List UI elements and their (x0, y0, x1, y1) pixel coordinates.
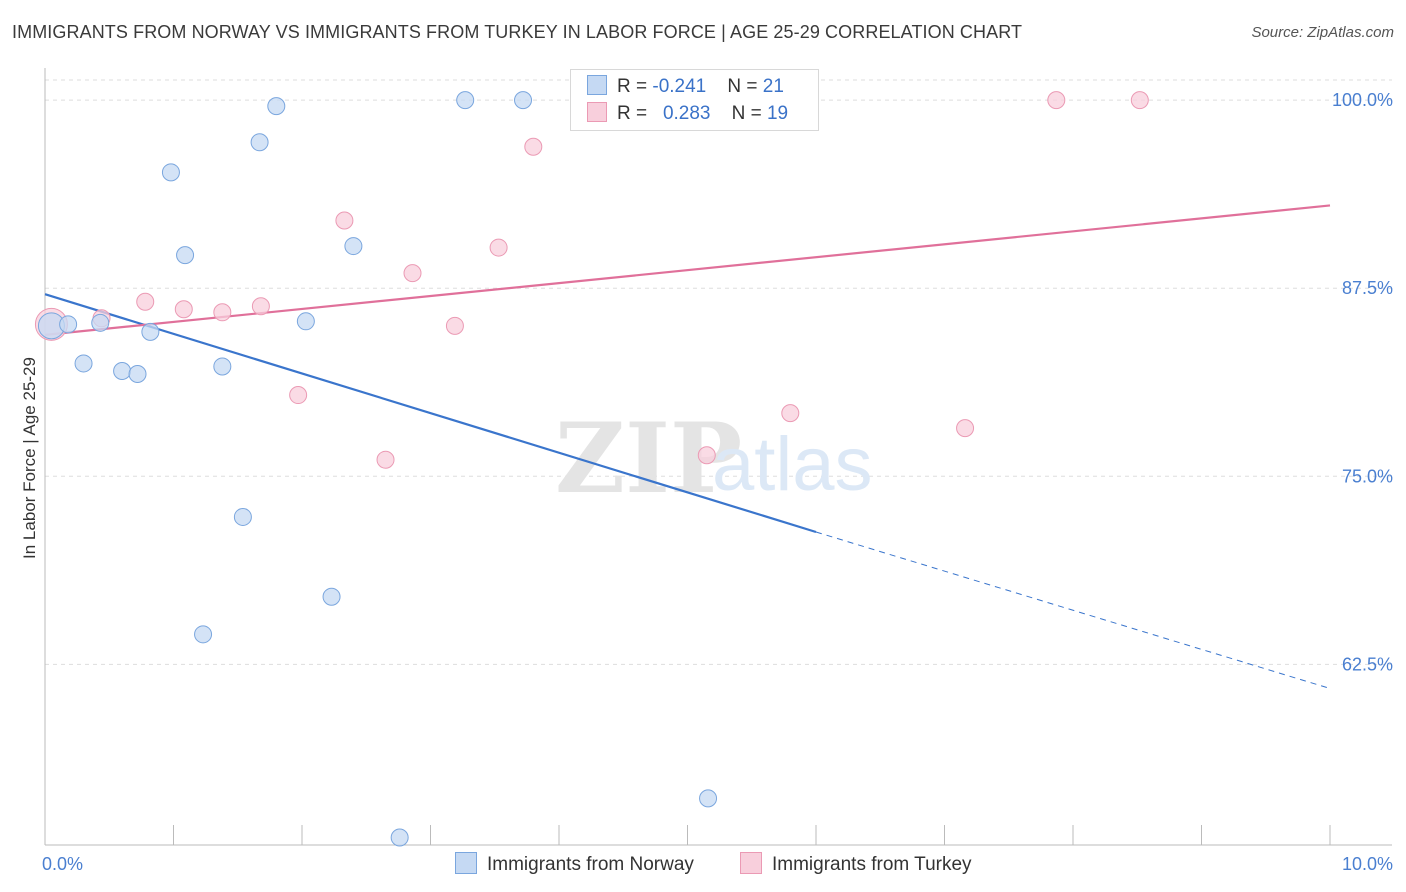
turkey-point (956, 419, 975, 438)
turkey-point (697, 446, 716, 465)
norway-point (233, 507, 252, 526)
turkey-point (335, 211, 354, 230)
turkey-point (1047, 91, 1066, 110)
turkey-swatch (587, 102, 607, 122)
norway-point (74, 354, 93, 373)
turkey-n-value: 19 (766, 103, 789, 124)
norway-swatch (587, 75, 607, 95)
norway-trend-extension (815, 531, 1331, 689)
legend-row-turkey: R = 0.283 N = 19 (587, 102, 788, 126)
legend-turkey-swatch (740, 852, 762, 874)
legend-row-norway: R = -0.241 N = 21 (587, 75, 784, 99)
norway-point (344, 237, 363, 256)
norway-point (514, 91, 533, 110)
turkey-point (781, 404, 800, 423)
norway-point (59, 315, 78, 334)
norway-point (267, 97, 286, 116)
norway-point (194, 625, 213, 644)
turkey-point (489, 238, 508, 257)
norway-point (250, 133, 269, 152)
legend-norway: Immigrants from Norway (455, 852, 694, 876)
y-tick-label: 75.0% (1342, 466, 1393, 486)
watermark-atlas: atlas (712, 422, 873, 507)
y-tick-label: 87.5% (1342, 278, 1393, 298)
legend-norway-label: Immigrants from Norway (487, 854, 694, 875)
norway-n-label: N = (727, 76, 763, 97)
norway-point (390, 828, 409, 847)
norway-point (296, 312, 315, 331)
norway-point (213, 357, 232, 376)
tick-labels: 62.5% 75.0% 87.5% 100.0% 0.0% 10.0% (42, 90, 1393, 874)
norway-r-label: R = (617, 76, 653, 97)
norway-trend-line (44, 293, 817, 534)
stats-legend: R = -0.241 N = 21 R = 0.283 N = 19 (570, 69, 819, 131)
turkey-point (524, 137, 543, 156)
norway-point (128, 364, 147, 383)
norway-n-value: 21 (762, 76, 784, 97)
turkey-point (251, 297, 270, 316)
source-credit: Source: ZipAtlas.com (1251, 24, 1394, 41)
turkey-point (403, 264, 422, 283)
norway-r-value: -0.241 (652, 76, 707, 97)
axes (44, 68, 1392, 846)
norway-point (176, 246, 195, 265)
turkey-point (289, 386, 308, 405)
turkey-point (174, 300, 193, 319)
turkey-trend-line (44, 204, 1331, 336)
turkey-n-label: N = (731, 103, 767, 124)
y-tick-label: 62.5% (1342, 654, 1393, 674)
turkey-point (213, 303, 232, 322)
turkey-point (1130, 91, 1149, 110)
norway-point (141, 322, 160, 341)
data-points (34, 91, 1149, 847)
y-axis-label: In Labor Force | Age 25-29 (20, 357, 39, 559)
legend-turkey-label: Immigrants from Turkey (772, 854, 972, 875)
x-tick-label: 10.0% (1342, 854, 1393, 874)
norway-point (161, 163, 180, 182)
y-tick-label: 100.0% (1332, 90, 1393, 110)
norway-point (456, 91, 475, 110)
norway-point (91, 313, 110, 332)
norway-point (113, 361, 132, 380)
norway-point (322, 587, 341, 606)
legend-turkey: Immigrants from Turkey (740, 852, 972, 876)
x-tick-label: 0.0% (42, 854, 83, 874)
turkey-point (136, 292, 155, 311)
legend-norway-swatch (455, 852, 477, 874)
chart-title: IMMIGRANTS FROM NORWAY VS IMMIGRANTS FRO… (12, 22, 1023, 42)
turkey-r-value: 0.283 (662, 103, 711, 124)
norway-point (699, 789, 718, 808)
turkey-point (376, 450, 395, 469)
grid-lines (45, 79, 1392, 665)
turkey-point (445, 316, 464, 335)
turkey-r-label: R = (617, 103, 653, 124)
